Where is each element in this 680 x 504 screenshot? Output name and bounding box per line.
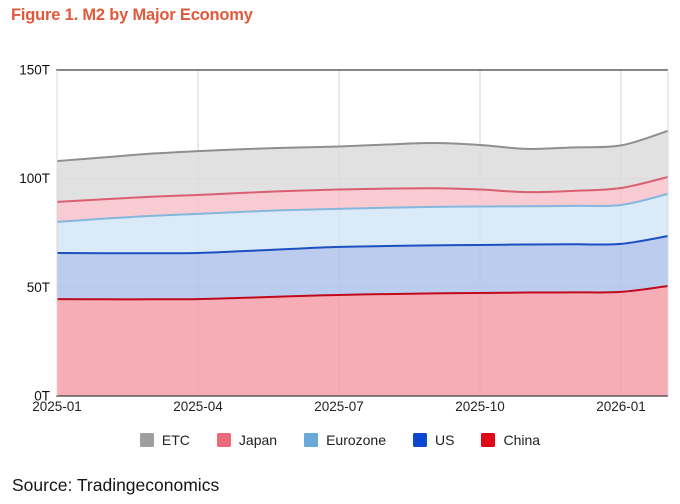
area-japan (57, 176, 668, 222)
legend-label-us: US (435, 432, 455, 448)
legend-swatch-china (481, 433, 496, 447)
figure-title: Figure 1. M2 by Major Economy (11, 6, 253, 24)
x-tick-label: 2025-10 (455, 399, 505, 414)
legend-item-etc[interactable]: ETC (139, 432, 190, 448)
source-caption: Source: Tradingeconomics (12, 475, 220, 495)
y-tick-label: 150T (19, 63, 50, 78)
y-tick-label: 100T (19, 171, 50, 186)
x-tick-label: 2026-01 (596, 399, 646, 414)
legend-swatch-etc (139, 433, 154, 447)
legend-item-eurozone[interactable]: Eurozone (304, 432, 386, 448)
x-tick-label: 2025-07 (314, 399, 364, 414)
legend-item-japan[interactable]: Japan (216, 432, 278, 448)
area-us (57, 236, 668, 300)
y-tick-label: 50T (27, 280, 50, 295)
y-tick-label: 0T (34, 389, 50, 404)
x-tick-label: 2025-01 (32, 399, 82, 414)
legend-swatch-us (413, 433, 428, 447)
chart-legend: ETC Japan Eurozone US China (0, 429, 680, 451)
m2-stacked-area-chart: 0T 50T 100T 150T 2025-01 2025-04 2025-07 2025-1… (19, 63, 669, 414)
line-etc (56, 129, 669, 163)
legend-item-china[interactable]: China (481, 432, 540, 448)
legend-label-china: China (503, 432, 541, 448)
legend-label-etc: ETC (161, 432, 190, 448)
legend-swatch-eurozone (304, 433, 319, 447)
line-japan (56, 175, 669, 203)
legend-label-eurozone: Eurozone (326, 432, 387, 448)
legend-swatch-japan (216, 433, 231, 447)
legend-label-japan: Japan (238, 432, 278, 448)
line-china (56, 285, 669, 301)
area-eurozone (57, 193, 668, 254)
legend-item-us[interactable]: US (413, 432, 454, 448)
x-tick-label: 2025-04 (173, 399, 223, 414)
line-eurozone (56, 192, 669, 223)
area-china (57, 286, 668, 396)
line-us (56, 235, 669, 255)
